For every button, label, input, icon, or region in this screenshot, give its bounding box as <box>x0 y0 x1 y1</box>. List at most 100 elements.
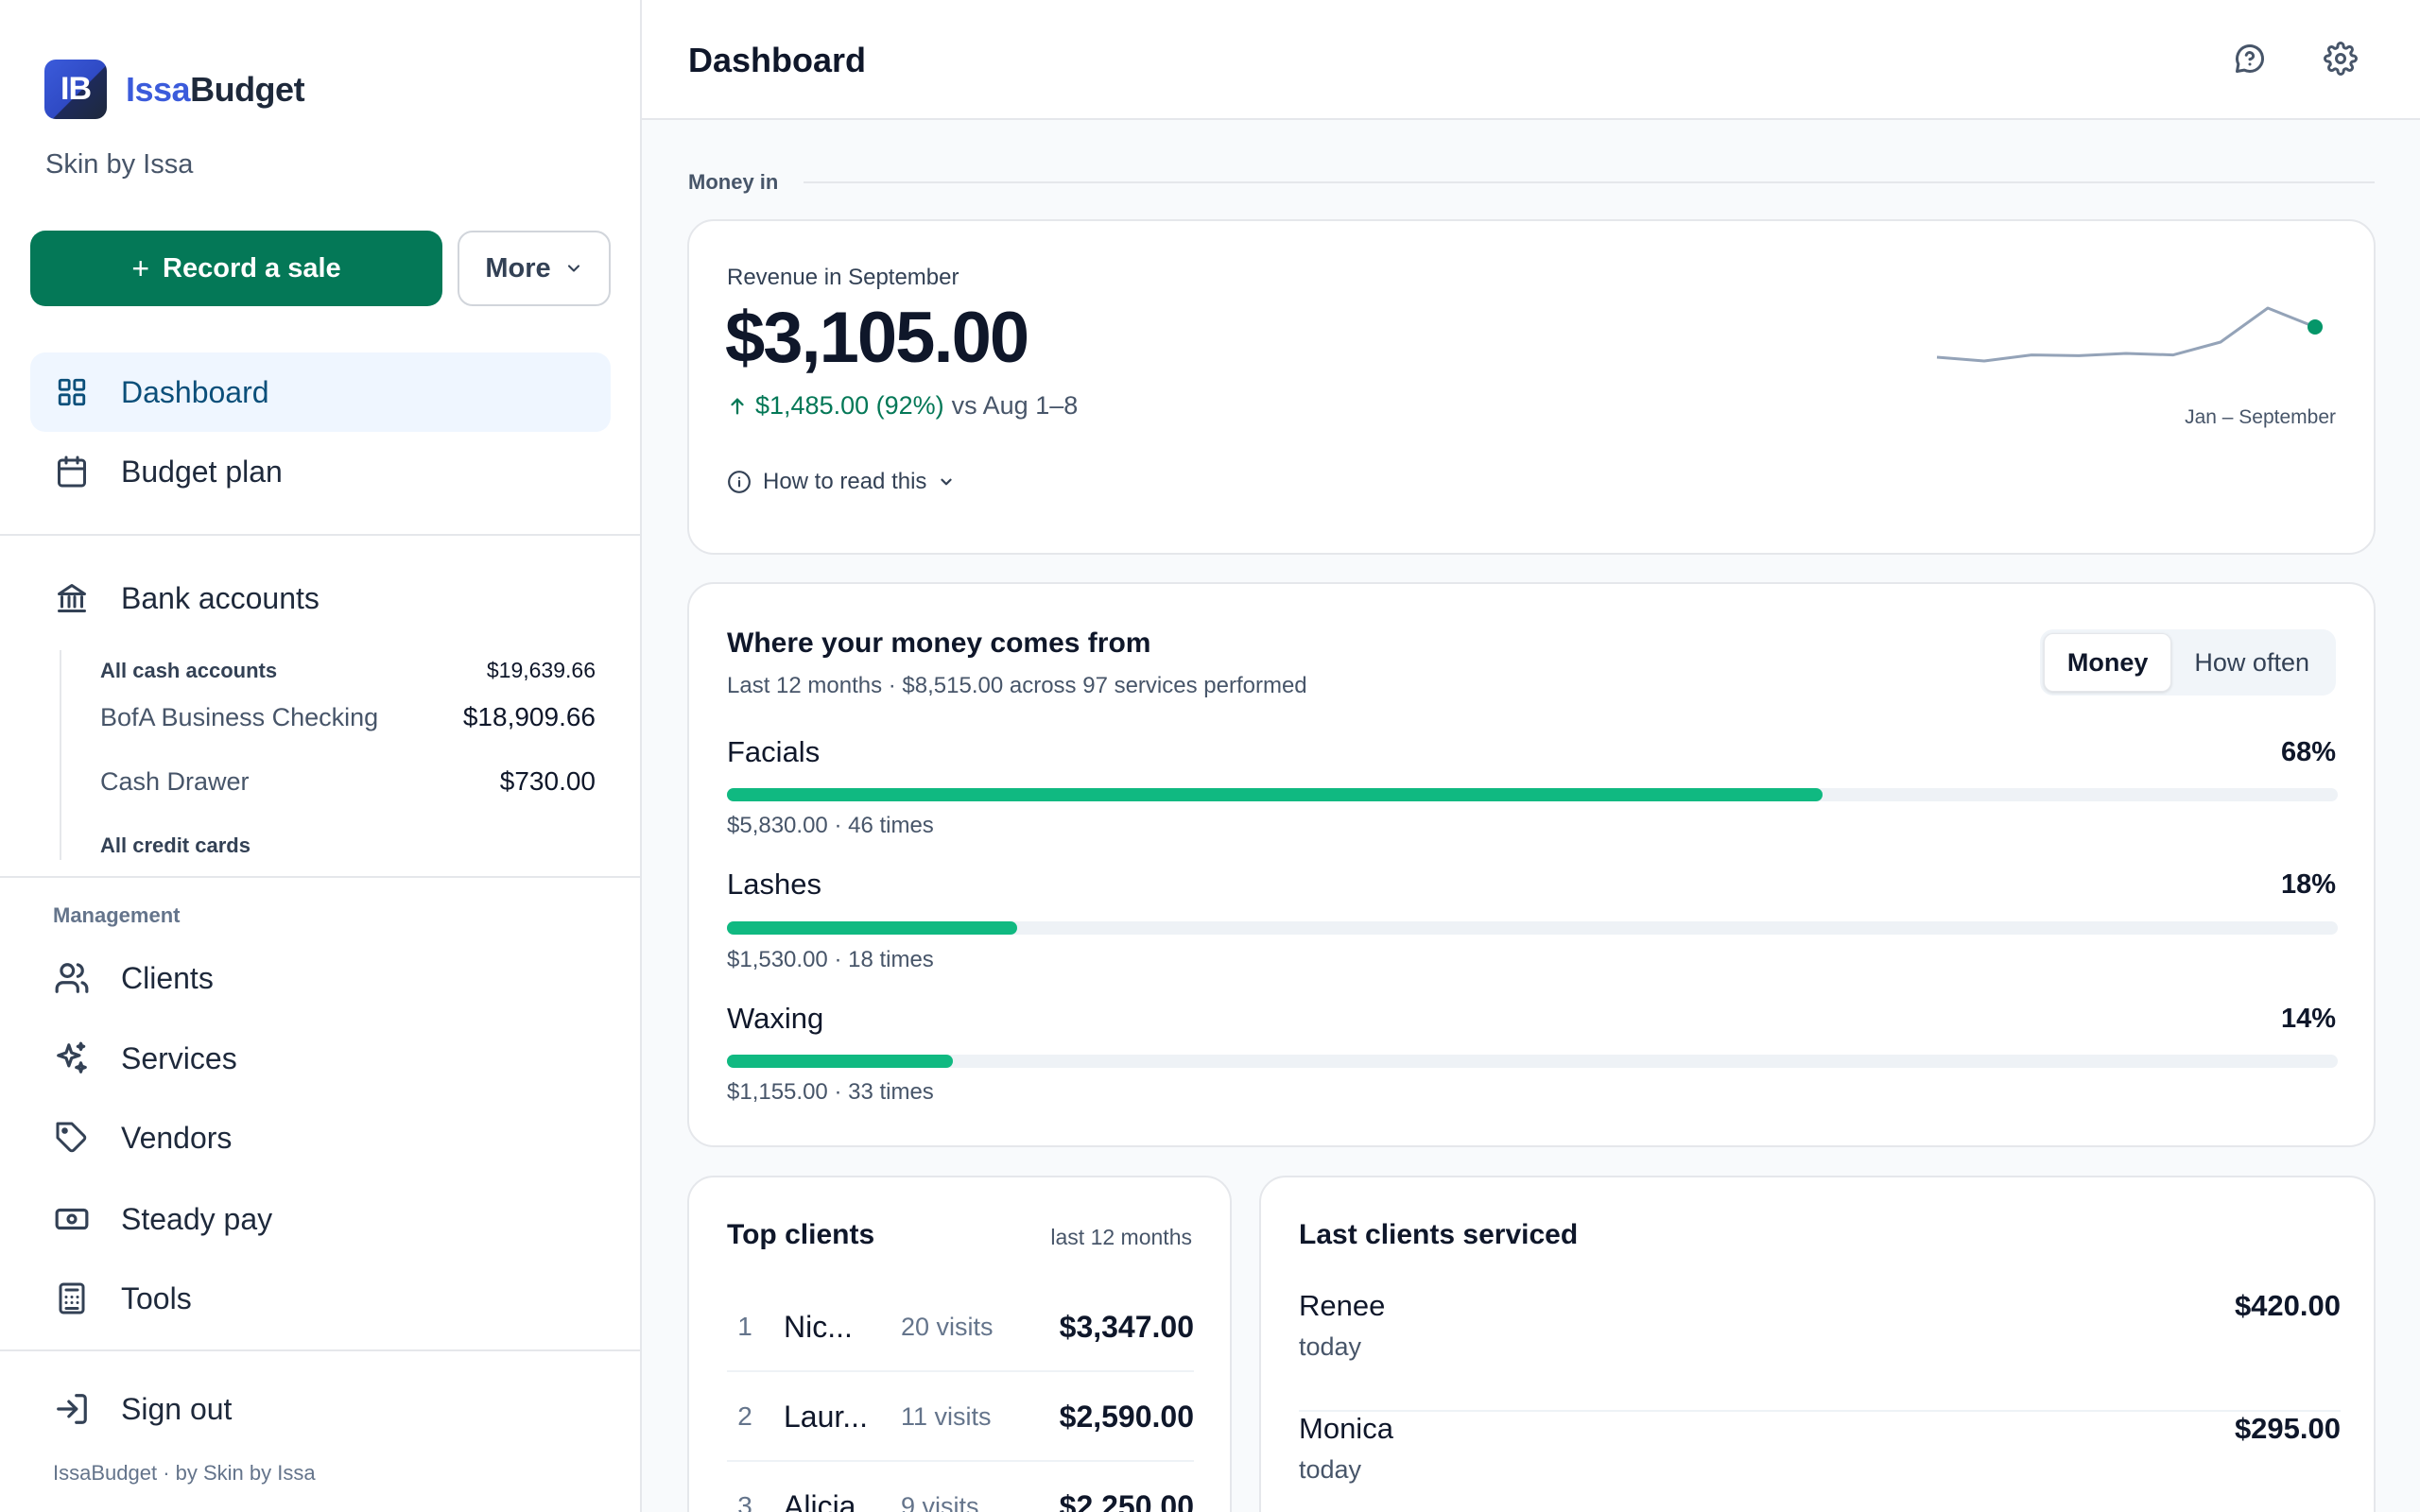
revenue-delta: $1,485.00 (92%) vs Aug 1–8 <box>727 391 1078 421</box>
category-bar <box>727 1055 2338 1068</box>
sparkline-current-point <box>2308 319 2323 335</box>
category-bar <box>727 788 2338 801</box>
client-amount: $2,590.00 <box>1059 1399 1194 1434</box>
management-label: Management <box>53 903 181 927</box>
cash-accounts-total: $19,639.66 <box>486 658 596 682</box>
accounts-tree-line <box>60 650 61 860</box>
account-name: Cash Drawer <box>100 766 250 796</box>
client-row[interactable]: 3 Alicia 9 visits $2,250.00 <box>727 1463 1194 1512</box>
account-row-cash-drawer[interactable]: Cash Drawer $730.00 <box>100 766 596 797</box>
sidebar: IB IssaBudget Skin by Issa + Record a sa… <box>0 0 642 1512</box>
more-button[interactable]: More <box>458 231 611 306</box>
nav-label: Budget plan <box>121 454 283 489</box>
recent-client-date: today <box>1299 1455 1362 1484</box>
client-name: Alicia <box>784 1488 856 1512</box>
account-balance: $730.00 <box>499 766 596 796</box>
nav-item-tools[interactable]: Tools <box>30 1259 611 1338</box>
client-visits: 9 visits <box>901 1491 979 1512</box>
how-to-read-label: How to read this <box>763 469 927 494</box>
category-meta: $1,530.00 · 18 times <box>727 947 934 972</box>
banknote-icon <box>53 1200 91 1238</box>
recent-client-name: Monica <box>1299 1412 1393 1445</box>
brand-name: IssaBudget <box>126 70 305 110</box>
nav-label: Vendors <box>121 1120 233 1155</box>
nav-item-dashboard[interactable]: Dashboard <box>30 352 611 432</box>
metric-toggle: Money How often <box>2039 629 2336 696</box>
credit-cards-header[interactable]: All credit cards <box>100 833 596 858</box>
last-clients-card: Last clients serviced Renee today $420.0… <box>1259 1176 2376 1512</box>
money-sources-card: Where your money comes from Last 12 mont… <box>687 582 2376 1147</box>
section-label-money-in: Money in <box>688 170 779 194</box>
nav-label: Sign out <box>121 1391 233 1426</box>
cash-accounts-header[interactable]: All cash accounts $19,639.66 <box>100 658 596 683</box>
client-amount: $3,347.00 <box>1059 1309 1194 1344</box>
how-to-read-toggle[interactable]: How to read this <box>727 469 955 495</box>
nav-label: Dashboard <box>121 374 269 409</box>
client-rank: 3 <box>737 1491 752 1512</box>
client-visits: 20 visits <box>901 1312 994 1341</box>
client-name: Laur... <box>784 1399 868 1434</box>
client-row[interactable]: 1 Nic... 20 visits $3,347.00 <box>727 1283 1194 1372</box>
nav-item-budget-plan[interactable]: Budget plan <box>30 432 611 511</box>
category-name: Lashes <box>727 868 821 901</box>
nav-item-vendors[interactable]: Vendors <box>30 1098 611 1177</box>
toggle-how-often[interactable]: How often <box>2194 647 2309 677</box>
category-meta: $1,155.00 · 33 times <box>727 1079 934 1105</box>
nav-item-clients[interactable]: Clients <box>30 938 611 1018</box>
credit-cards-label: All credit cards <box>100 833 251 857</box>
more-label: More <box>485 252 551 284</box>
users-icon <box>53 959 91 997</box>
nav-item-services[interactable]: Services <box>30 1019 611 1098</box>
category-name: Waxing <box>727 1002 824 1035</box>
category-bar <box>727 921 2338 935</box>
gear-icon[interactable] <box>2322 40 2360 77</box>
client-name: Nic... <box>784 1309 853 1344</box>
client-visits: 11 visits <box>901 1401 992 1431</box>
calculator-icon <box>53 1280 91 1317</box>
info-icon <box>728 471 751 493</box>
brand-logo: IB <box>44 60 107 119</box>
nav-item-steady-pay[interactable]: Steady pay <box>30 1179 611 1259</box>
revenue-value: $3,105.00 <box>725 298 1029 378</box>
business-name: Skin by Issa <box>45 149 194 180</box>
account-balance: $18,909.66 <box>462 702 596 731</box>
cash-accounts-label: All cash accounts <box>100 658 278 682</box>
recent-client-row[interactable]: Monica today $295.00 <box>1299 1412 2341 1512</box>
nav-item-bank-accounts[interactable]: Bank accounts <box>30 558 611 638</box>
help-icon[interactable] <box>2231 40 2269 77</box>
divider <box>0 534 642 536</box>
sparkles-icon <box>53 1040 91 1077</box>
record-sale-label: Record a sale <box>163 252 341 284</box>
category-percent: 68% <box>2280 737 2336 767</box>
account-row-bofa[interactable]: BofA Business Checking $18,909.66 <box>100 702 596 732</box>
account-name: BofA Business Checking <box>100 702 379 731</box>
category-name: Facials <box>727 735 821 768</box>
section-divider <box>804 181 2375 183</box>
client-rank: 2 <box>737 1401 752 1431</box>
recent-client-row[interactable]: Renee today $420.00 <box>1299 1289 2341 1412</box>
brand[interactable]: IB IssaBudget <box>44 60 305 119</box>
toggle-money[interactable]: Money <box>2043 633 2172 692</box>
tag-icon <box>53 1119 91 1157</box>
divider <box>0 1349 642 1351</box>
nav-label: Tools <box>121 1280 192 1315</box>
record-sale-button[interactable]: + Record a sale <box>30 231 442 306</box>
category-meta: $5,830.00 · 46 times <box>727 813 934 838</box>
top-clients-card: Top clients last 12 months 1 Nic... 20 v… <box>687 1176 1232 1512</box>
recent-client-date: today <box>1299 1332 1362 1361</box>
category-bar-fill <box>727 921 1017 935</box>
sources-subtitle: Last 12 months · $8,515.00 across 97 ser… <box>727 673 1307 698</box>
chevron-down-icon <box>941 478 953 486</box>
category-percent: 18% <box>2280 869 2336 900</box>
chevron-down-icon <box>567 265 579 272</box>
page-title: Dashboard <box>688 41 867 79</box>
sign-out-button[interactable]: Sign out <box>30 1369 611 1449</box>
client-rank: 1 <box>737 1312 752 1341</box>
last-clients-title: Last clients serviced <box>1299 1219 1579 1250</box>
sign-out-icon <box>53 1390 91 1428</box>
divider <box>0 876 642 878</box>
revenue-delta-value: $1,485.00 (92%) <box>755 391 944 420</box>
nav-label: Services <box>121 1040 237 1075</box>
revenue-card: Revenue in September $3,105.00 $1,485.00… <box>687 219 2376 555</box>
client-row[interactable]: 2 Laur... 11 visits $2,590.00 <box>727 1373 1194 1462</box>
